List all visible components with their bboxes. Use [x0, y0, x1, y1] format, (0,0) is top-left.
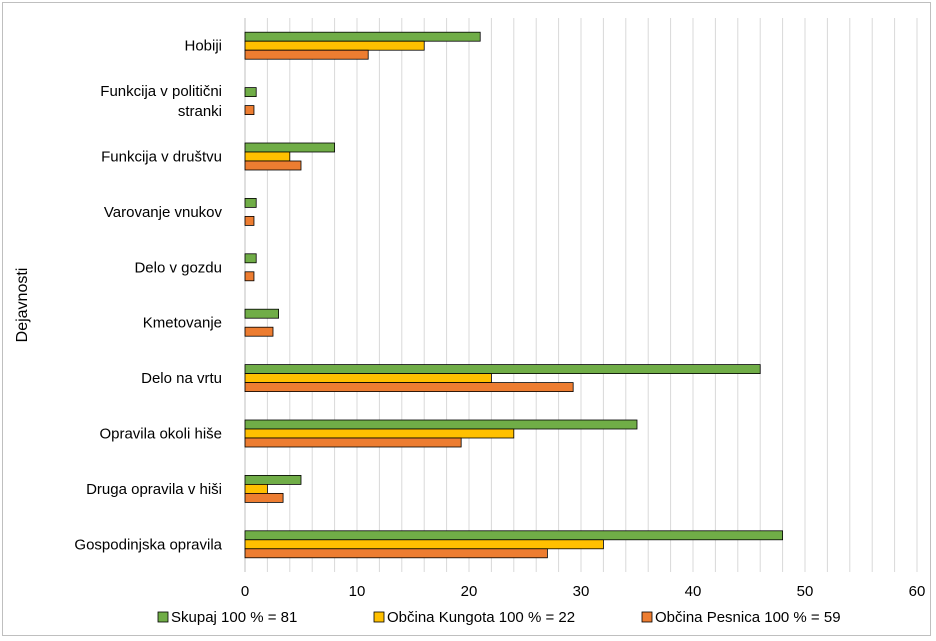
x-tick-label: 0 — [241, 583, 249, 600]
bar — [244, 40, 425, 51]
legend-label: Občina Kungota 100 % = 22 — [387, 609, 575, 626]
bar — [244, 364, 761, 375]
bar — [244, 483, 268, 494]
bar — [244, 373, 492, 384]
x-tick-label: 10 — [349, 583, 366, 600]
x-tick-label: 60 — [909, 583, 926, 600]
category-label: stranki — [178, 103, 222, 120]
bar — [244, 428, 515, 439]
bar — [244, 419, 638, 430]
bar-group — [244, 31, 783, 559]
legend-label: Skupaj 100 % = 81 — [171, 609, 297, 626]
bar — [244, 539, 604, 550]
bar — [244, 151, 291, 162]
x-tick-label: 40 — [685, 583, 702, 600]
category-label: Delo na vrtu — [141, 370, 222, 387]
y-axis-label: Dejavnosti — [14, 268, 31, 343]
bar — [244, 31, 481, 42]
legend-swatch — [373, 611, 385, 623]
bar — [244, 530, 783, 541]
bar — [244, 271, 255, 282]
category-label: Delo v gozdu — [134, 259, 222, 276]
category-label: Funkcija v društvu — [101, 149, 222, 166]
bar — [244, 326, 274, 337]
bar — [244, 49, 369, 60]
bar — [244, 142, 335, 153]
x-tick-labels: 0 10 20 30 40 50 60 — [241, 583, 926, 600]
bar — [244, 215, 255, 226]
bar — [244, 87, 257, 97]
category-labels: Hobiji Funkcija v politični stranki Funkcij… — [74, 38, 222, 554]
bar — [244, 437, 462, 448]
bar — [244, 197, 257, 208]
bar — [244, 105, 255, 115]
category-label: Gospodinjska opravila — [74, 536, 222, 553]
bar — [244, 253, 257, 264]
category-label: Opravila okoli hiše — [99, 426, 222, 443]
legend-swatch — [157, 611, 169, 623]
x-tick-label: 20 — [461, 583, 478, 600]
category-label: Varovanje vnukov — [104, 204, 223, 221]
bar — [244, 308, 279, 319]
bar — [244, 474, 302, 485]
gridlines — [244, 18, 918, 572]
bar — [244, 160, 302, 171]
x-tick-label: 30 — [573, 583, 590, 600]
legend: Skupaj 100 % = 81 Občina Kungota 100 % = … — [157, 609, 841, 626]
x-tick-label: 50 — [797, 583, 814, 600]
legend-label: Občina Pesnica 100 % = 59 — [655, 609, 841, 626]
bar — [244, 492, 284, 503]
category-label: Funkcija v politični — [100, 83, 222, 100]
bar — [244, 382, 574, 393]
legend-swatch — [641, 611, 653, 623]
category-label: Kmetovanje — [143, 315, 222, 332]
category-label: Druga opravila v hiši — [86, 481, 222, 498]
category-label: Hobiji — [184, 38, 222, 55]
bar — [244, 548, 548, 559]
